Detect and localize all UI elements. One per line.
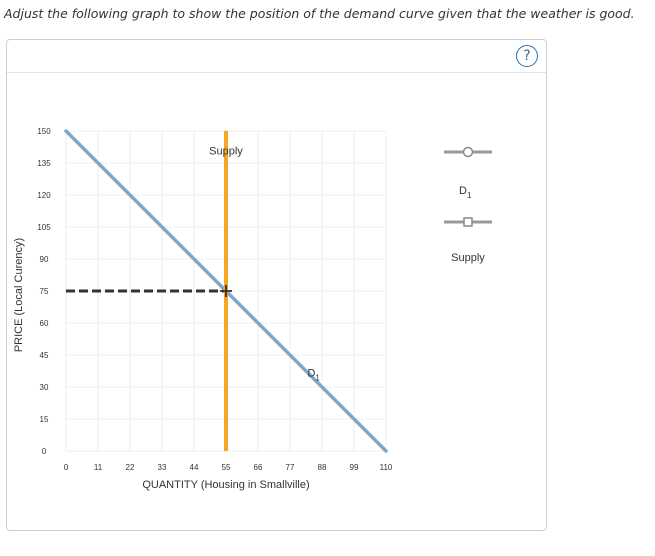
y-tick-label: 30 xyxy=(40,383,49,392)
y-tick-label: 60 xyxy=(40,319,49,328)
x-tick-label: 88 xyxy=(318,463,327,472)
x-tick-label: 22 xyxy=(126,463,135,472)
question-prompt: Adjust the following graph to show the p… xyxy=(4,6,635,21)
equilibrium-point-marker[interactable] xyxy=(220,285,232,297)
y-tick-label: 75 xyxy=(40,287,49,296)
help-icon[interactable]: ? xyxy=(516,45,538,67)
palette-tool-d1[interactable]: D1 xyxy=(444,146,492,201)
x-tick-label: 99 xyxy=(350,463,359,472)
y-tick-label: 150 xyxy=(37,127,51,136)
x-tick-label: 66 xyxy=(254,463,263,472)
y-tick-label: 0 xyxy=(42,447,47,456)
palette-d1-circle-icon xyxy=(462,146,474,158)
y-tick-label: 105 xyxy=(37,223,51,232)
supply-curve-label: Supply xyxy=(209,145,243,157)
y-axis-label: PRICE (Local Curency) xyxy=(13,238,25,352)
axis-ticks: 0 11 22 33 44 55 66 77 88 99 110 0 15 30 45 60 75 90 105 12… xyxy=(37,127,393,472)
x-tick-label: 110 xyxy=(380,463,393,472)
x-tick-label: 0 xyxy=(64,463,69,472)
x-tick-label: 77 xyxy=(286,463,295,472)
demand-curve-label: D1 xyxy=(307,367,320,382)
x-tick-label: 55 xyxy=(222,463,231,472)
x-tick-label: 33 xyxy=(158,463,167,472)
x-tick-label: 11 xyxy=(94,463,103,472)
panel-header: ? xyxy=(7,40,546,73)
y-tick-label: 15 xyxy=(40,415,49,424)
palette-supply-label: Supply xyxy=(451,252,485,264)
palette-d1-label: D1 xyxy=(459,185,472,200)
y-tick-label: 90 xyxy=(40,255,49,264)
y-tick-label: 120 xyxy=(37,191,51,200)
demand-curve-label-sub: 1 xyxy=(315,373,320,382)
y-tick-label: 135 xyxy=(37,159,51,168)
demand-curve-label-main: D xyxy=(307,367,315,379)
palette-supply-square-icon xyxy=(463,217,473,227)
graph-panel: ? xyxy=(6,39,547,531)
x-tick-label: 44 xyxy=(190,463,199,472)
x-axis-label: QUANTITY (Housing in Smallville) xyxy=(142,479,309,491)
palette-tool-supply[interactable]: Supply xyxy=(444,217,492,264)
y-tick-label: 45 xyxy=(40,351,49,360)
